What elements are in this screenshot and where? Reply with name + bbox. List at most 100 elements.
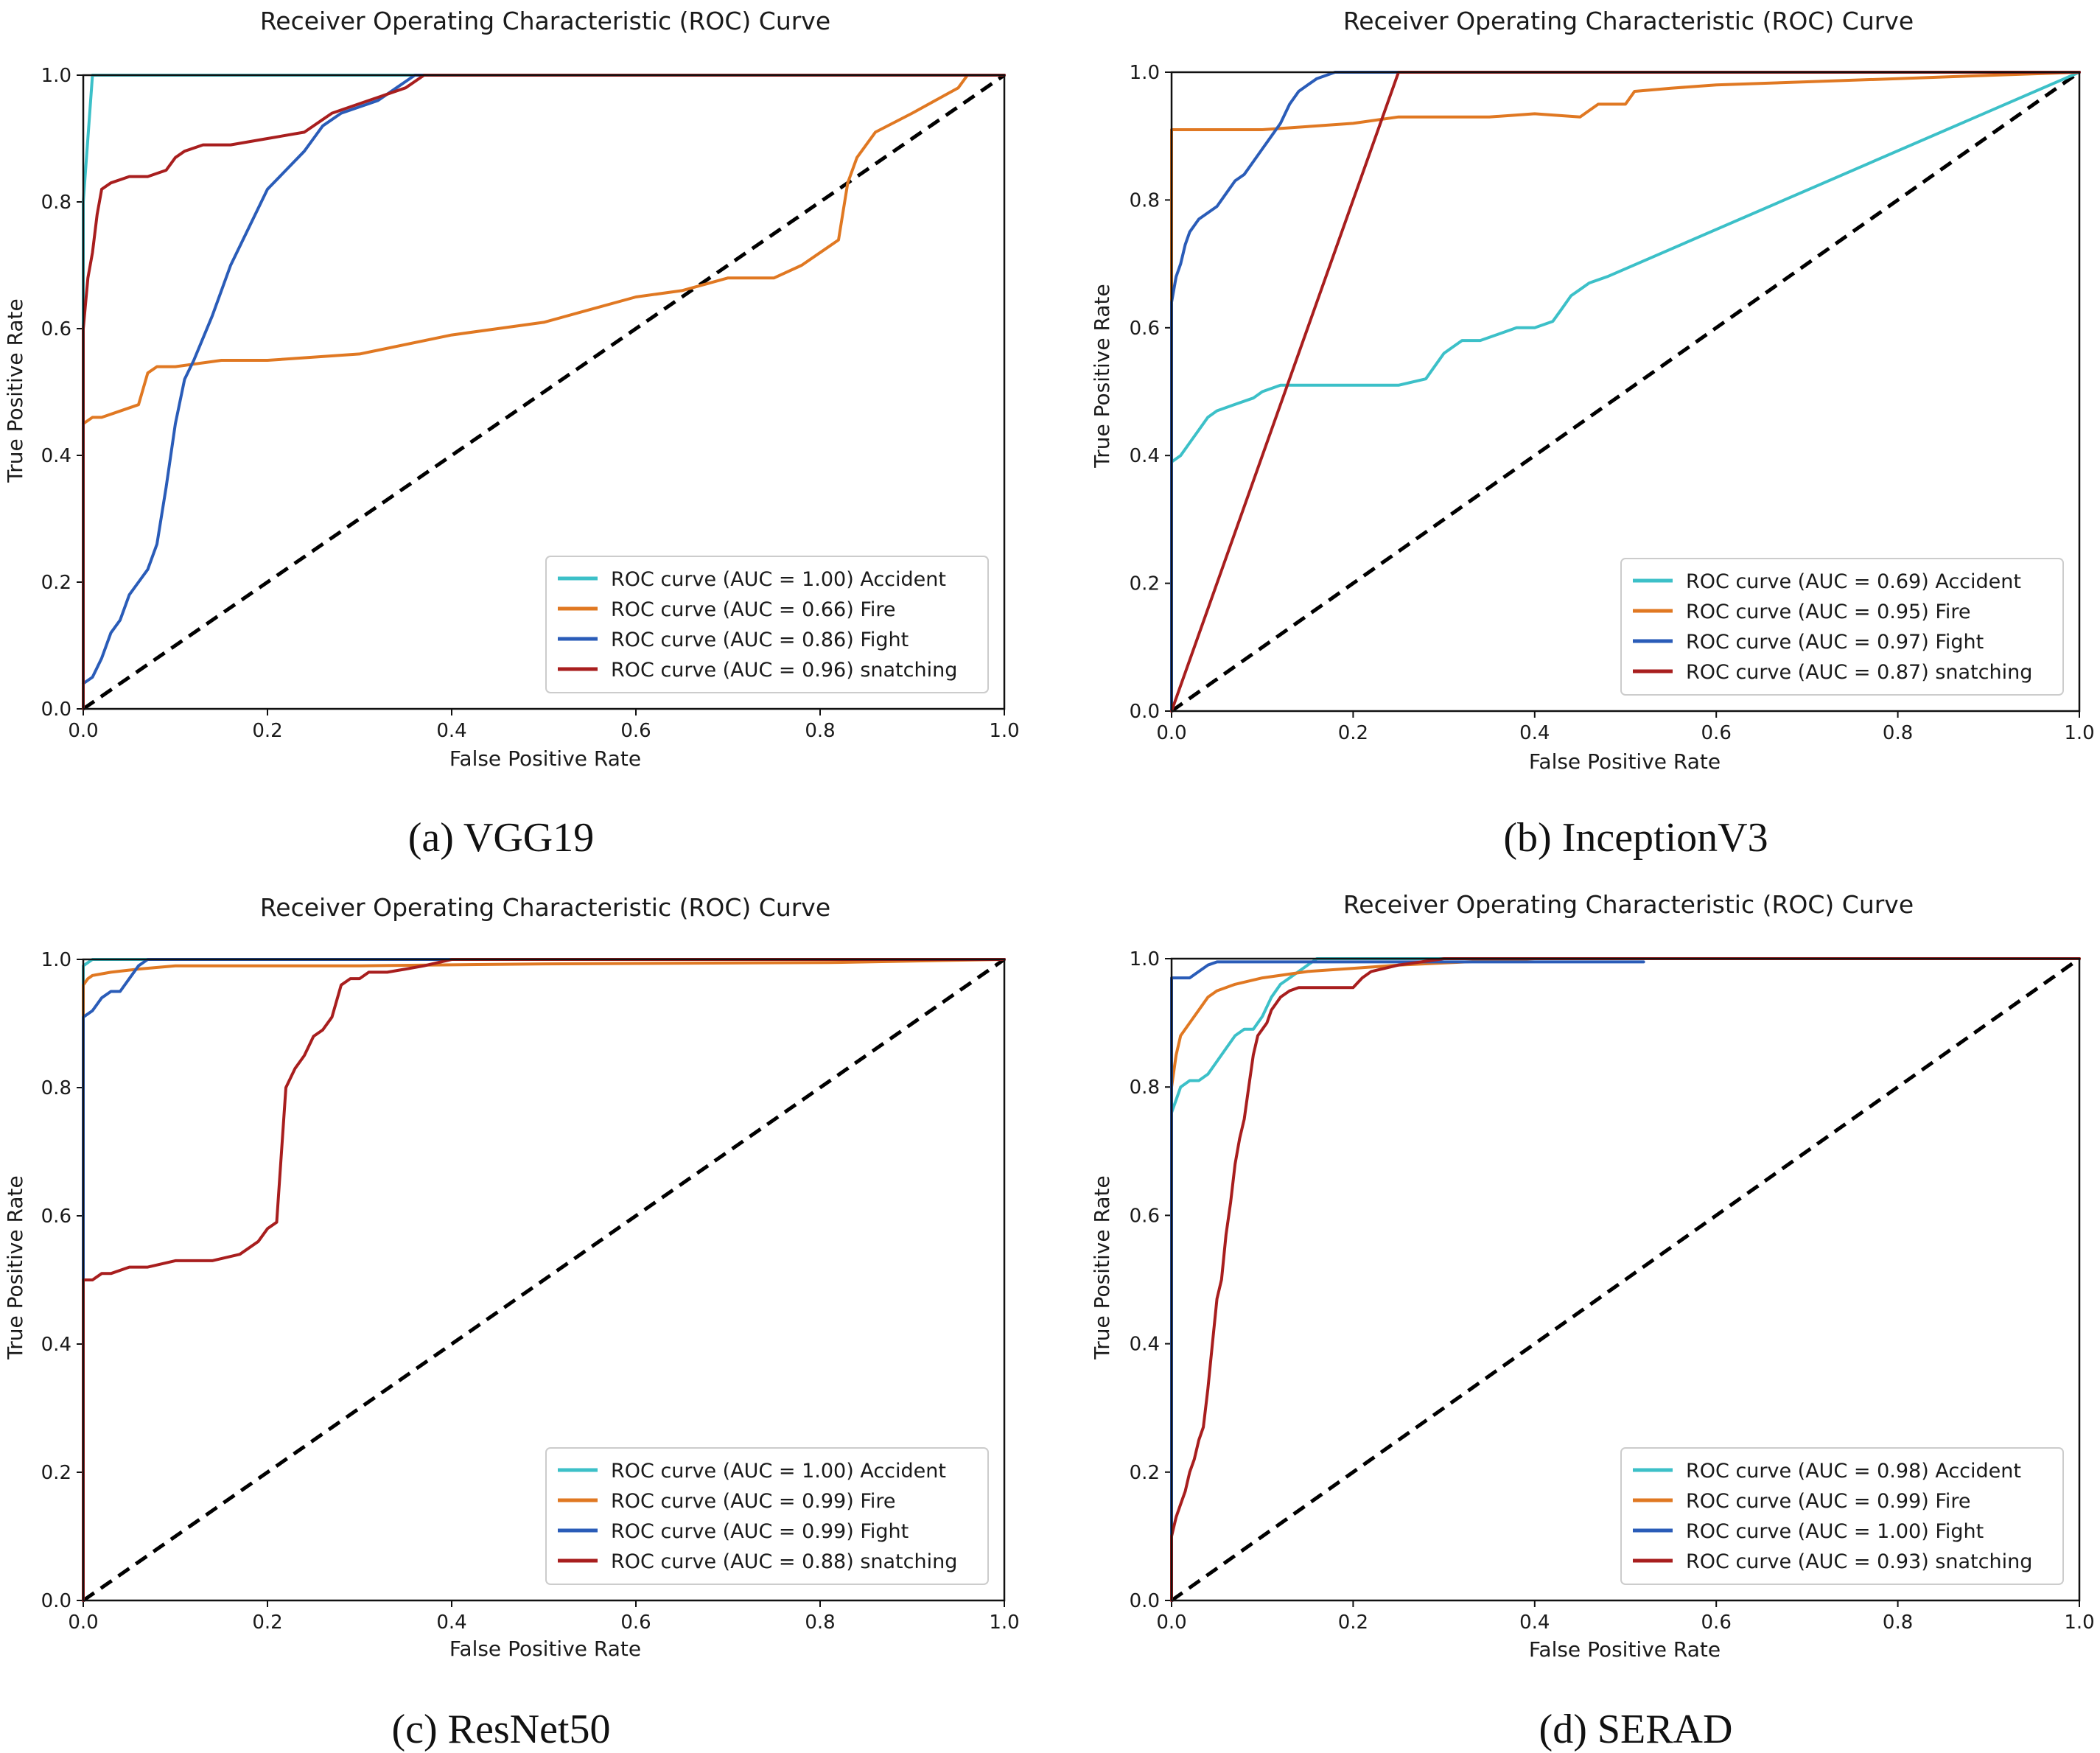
panel-a-ytick-label: 0.0 xyxy=(41,699,71,721)
panel-b: Receiver Operating Characteristic (ROC) … xyxy=(1090,7,2095,861)
panel-d-legend-label-fight: ROC curve (AUC = 1.00) Fight xyxy=(1686,1520,1984,1543)
panel-a-axes-frame xyxy=(82,74,1006,710)
panel-c-legend-label-fight: ROC curve (AUC = 0.99) Fight xyxy=(611,1520,909,1543)
panel-d-xtick-label: 0.8 xyxy=(1883,1612,1913,1634)
panel-c-legend-label-accident: ROC curve (AUC = 1.00) Accident xyxy=(611,1460,946,1483)
panel-c-caption: (c) ResNet50 xyxy=(391,1707,610,1752)
panel-b-xtick-label: 0.0 xyxy=(1156,722,1186,744)
panel-b-chance-diagonal xyxy=(1170,70,2081,713)
panel-b-legend-label-fire: ROC curve (AUC = 0.95) Fire xyxy=(1686,601,1971,623)
panel-c-series-fight xyxy=(82,958,1006,1602)
panel-b-series-fire xyxy=(1170,71,2081,713)
panel-d-xtick-label: 0.2 xyxy=(1338,1612,1368,1634)
panel-a-ylabel: True Positive Rate xyxy=(3,298,27,483)
panel-a-legend-label-fire: ROC curve (AUC = 0.66) Fire xyxy=(611,598,896,621)
panel-b-ytick-label: 0.0 xyxy=(1130,701,1160,723)
panel-b-xtick-label: 1.0 xyxy=(2064,722,2094,744)
panel-a-series-snatching xyxy=(82,74,1006,710)
panel-d-legend-label-accident: ROC curve (AUC = 0.98) Accident xyxy=(1686,1460,2021,1483)
panel-b-ytick-label: 0.2 xyxy=(1130,573,1160,595)
panel-b-series-fight xyxy=(1170,71,2081,713)
panel-b-axes-frame xyxy=(1170,71,2081,713)
panel-a-ytick-label: 0.6 xyxy=(41,318,71,340)
panel-d-ytick-label: 0.4 xyxy=(1130,1334,1160,1356)
panel-c: Receiver Operating Characteristic (ROC) … xyxy=(3,893,1020,1752)
panel-c-ytick-label: 0.8 xyxy=(41,1077,71,1099)
panel-d-xlabel: False Positive Rate xyxy=(1529,1637,1721,1662)
panel-c-legend-label-fire: ROC curve (AUC = 0.99) Fire xyxy=(611,1490,896,1513)
panel-d-caption: (d) SERAD xyxy=(1539,1707,1733,1752)
panel-c-ylabel: True Positive Rate xyxy=(3,1175,27,1360)
panel-c-ytick-label: 0.6 xyxy=(41,1206,71,1228)
panel-c-xtick-label: 0.4 xyxy=(436,1612,466,1634)
panel-c-plot: 0.0 0.2 0.4 0.6 0.8 1.0 0.0 0.2 0.4 0.6 0.8 1.0 ROC … xyxy=(41,949,1020,1634)
panel-b-plot: 0.0 0.2 0.4 0.6 0.8 1.0 0.0 0.2 0.4 0.6 0.8 1.0 ROC … xyxy=(1130,62,2095,744)
panel-c-xtick-label: 0.2 xyxy=(252,1612,282,1634)
panel-b-xlabel: False Positive Rate xyxy=(1529,749,1721,774)
panel-a-ytick-label: 0.8 xyxy=(41,192,71,214)
panel-a-legend-label-fight: ROC curve (AUC = 0.86) Fight xyxy=(611,629,909,651)
panel-a-ytick-label: 1.0 xyxy=(41,65,71,87)
panel-b-ytick-label: 0.6 xyxy=(1130,318,1160,340)
panel-d-ytick-label: 0.6 xyxy=(1130,1205,1160,1227)
panel-b-xtick-label: 0.4 xyxy=(1519,722,1550,744)
panel-b-series-accident xyxy=(1170,71,2081,713)
panel-c-ytick-label: 0.0 xyxy=(41,1590,71,1612)
panel-b-ytick-label: 1.0 xyxy=(1130,62,1160,84)
panel-d-legend-label-fire: ROC curve (AUC = 0.99) Fire xyxy=(1686,1490,1971,1513)
panel-b-ytick-label: 0.8 xyxy=(1130,189,1160,211)
panel-a-plot: 0.0 0.2 0.4 0.6 0.8 1.0 0.0 0.2 0.4 0.6 0.8 1.0 ROC … xyxy=(41,65,1020,742)
panel-a-legend: ROC curve (AUC = 1.00) Accident ROC curve… xyxy=(545,556,989,693)
panel-d-xtick-label: 0.0 xyxy=(1156,1612,1186,1634)
panel-c-xtick-label: 0.8 xyxy=(805,1612,835,1634)
panel-a-title: Receiver Operating Characteristic (ROC) … xyxy=(260,7,830,35)
panel-d-plot: 0.0 0.2 0.4 0.6 0.8 1.0 0.0 0.2 0.4 0.6 0.8 1.0 ROC … xyxy=(1130,948,2095,1634)
panel-c-ytick-label: 1.0 xyxy=(41,949,71,971)
panel-a-legend-box xyxy=(545,556,989,693)
panel-a-chance-diagonal xyxy=(82,73,1006,711)
panel-c-xtick-label: 0.0 xyxy=(68,1612,98,1634)
panel-d-ytick-label: 0.0 xyxy=(1130,1590,1160,1612)
panel-a-xtick-label: 0.4 xyxy=(436,720,466,742)
panel-a-ytick-label: 0.4 xyxy=(41,445,71,467)
panel-c-axes-frame xyxy=(82,958,1006,1602)
panel-c-legend-label-snatching: ROC curve (AUC = 0.88) snatching xyxy=(611,1550,957,1573)
panel-c-chance-diagonal xyxy=(82,957,1006,1603)
panel-a: Receiver Operating Characteristic (ROC) … xyxy=(3,7,1020,861)
panel-a-xtick-label: 0.6 xyxy=(620,720,651,742)
panel-b-ylabel: True Positive Rate xyxy=(1090,284,1114,468)
panel-b-legend-label-accident: ROC curve (AUC = 0.69) Accident xyxy=(1686,570,2021,593)
panel-d-ytick-label: 0.2 xyxy=(1130,1462,1160,1484)
panel-d-legend-label-snatching: ROC curve (AUC = 0.93) snatching xyxy=(1686,1550,2032,1573)
panel-d-xtick-label: 1.0 xyxy=(2064,1612,2094,1634)
panel-b-xtick-label: 0.8 xyxy=(1883,722,1913,744)
panel-c-xtick-label: 1.0 xyxy=(989,1612,1019,1634)
panel-d-axes-frame xyxy=(1170,957,2081,1602)
panel-c-xlabel: False Positive Rate xyxy=(449,1637,641,1661)
panel-c-series-fire xyxy=(82,958,1006,1602)
panel-a-xtick-label: 0.8 xyxy=(805,720,835,742)
panel-c-series-snatching xyxy=(82,958,1006,1602)
panel-a-xtick-label: 0.0 xyxy=(68,720,98,742)
panel-a-caption: (a) VGG19 xyxy=(408,815,594,861)
panel-d-ytick-label: 1.0 xyxy=(1130,948,1160,970)
panel-c-ytick-label: 0.2 xyxy=(41,1462,71,1484)
panel-d-title: Receiver Operating Characteristic (ROC) … xyxy=(1343,890,1914,919)
panel-b-legend-box xyxy=(1620,558,2064,696)
panel-c-legend: ROC curve (AUC = 1.00) Accident ROC curve… xyxy=(545,1447,989,1585)
panel-d-legend: ROC curve (AUC = 0.98) Accident ROC curve… xyxy=(1620,1447,2064,1585)
panel-d-xtick-label: 0.4 xyxy=(1519,1612,1550,1634)
panel-d-legend-box xyxy=(1620,1447,2064,1585)
panel-c-xtick-label: 0.6 xyxy=(620,1612,651,1634)
panel-a-series-fire xyxy=(82,74,1006,425)
panel-d-series-fire xyxy=(1170,957,2081,1602)
panel-b-legend-label-snatching: ROC curve (AUC = 0.87) snatching xyxy=(1686,661,2032,684)
panel-c-title: Receiver Operating Characteristic (ROC) … xyxy=(260,893,830,922)
panel-c-legend-box xyxy=(545,1447,989,1585)
panel-a-ytick-label: 0.2 xyxy=(41,572,71,594)
panel-d-ytick-label: 0.8 xyxy=(1130,1077,1160,1099)
panel-b-title: Receiver Operating Characteristic (ROC) … xyxy=(1343,7,1914,35)
panel-d: Receiver Operating Characteristic (ROC) … xyxy=(1090,890,2095,1752)
panel-a-xlabel: False Positive Rate xyxy=(449,746,641,771)
